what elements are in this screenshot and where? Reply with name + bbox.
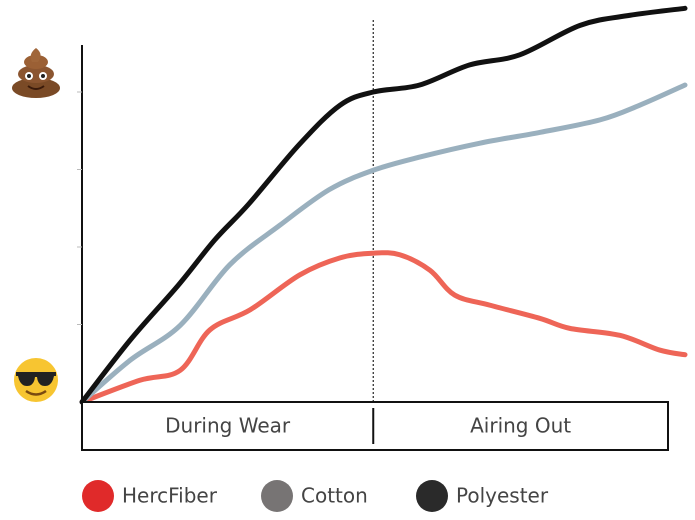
bad-icon (12, 48, 60, 98)
legend-swatch (261, 480, 293, 512)
legend-swatch (82, 480, 114, 512)
legend-label: Polyester (456, 484, 549, 508)
phase-label: During Wear (165, 414, 291, 438)
series-line (79, 5, 688, 405)
legend-label: Cotton (301, 484, 368, 508)
series-line (79, 250, 688, 405)
good-icon (14, 358, 58, 402)
legend-label: HercFiber (122, 484, 218, 508)
legend-swatch (416, 480, 448, 512)
series-line (79, 82, 688, 405)
phase-box (81, 401, 669, 451)
phase-label: Airing Out (470, 414, 571, 438)
